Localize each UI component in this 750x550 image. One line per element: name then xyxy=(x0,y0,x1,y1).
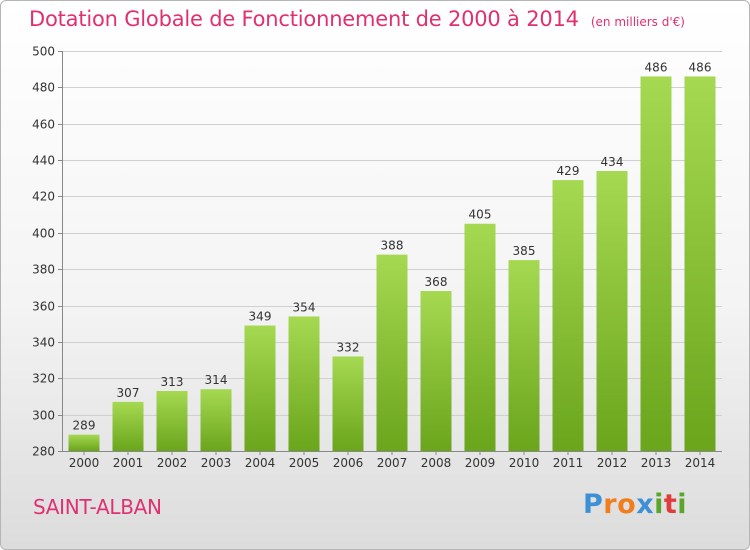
bar-2004 xyxy=(244,325,276,451)
x-tick-label-2005: 2005 xyxy=(289,456,320,470)
bars xyxy=(68,76,716,452)
y-tick-label: 300 xyxy=(32,409,55,423)
x-tick-label-2013: 2013 xyxy=(641,456,672,470)
bar-2010 xyxy=(508,260,540,451)
x-tick-label-2009: 2009 xyxy=(465,456,496,470)
x-tick-label-2012: 2012 xyxy=(597,456,628,470)
chart-unit: (en milliers d'€) xyxy=(590,15,685,29)
bar-2003 xyxy=(200,389,232,451)
value-label-2003: 314 xyxy=(205,373,228,387)
logo-letter: P xyxy=(583,489,604,520)
logo-letter: t xyxy=(663,489,678,520)
x-tick-label-2004: 2004 xyxy=(245,456,276,470)
y-tick-label: 380 xyxy=(32,263,55,277)
logo-letter: i xyxy=(677,489,688,520)
value-label-2007: 388 xyxy=(381,239,404,253)
x-tick-label-2010: 2010 xyxy=(509,456,540,470)
x-tick-labels: 2000 2001 2002 2003 2004 2005 2006 2007 2008 2009… xyxy=(69,451,716,470)
bar-2005 xyxy=(288,316,320,451)
bar-2013 xyxy=(640,76,672,452)
x-tick-label-2001: 2001 xyxy=(113,456,144,470)
x-tick-label-2007: 2007 xyxy=(377,456,408,470)
value-label-2000: 289 xyxy=(73,419,96,433)
x-tick-label-2011: 2011 xyxy=(553,456,584,470)
bar-2002 xyxy=(156,391,188,451)
value-label-2011: 429 xyxy=(557,164,580,178)
x-tick-label-2002: 2002 xyxy=(157,456,188,470)
y-tick-label: 440 xyxy=(32,154,55,168)
x-tick-label-2000: 2000 xyxy=(69,456,100,470)
logo-letter: r xyxy=(603,489,618,520)
bar-2000 xyxy=(68,434,100,451)
x-tick-label-2008: 2008 xyxy=(421,456,452,470)
value-label-2002: 313 xyxy=(161,375,184,389)
value-label-2009: 405 xyxy=(469,208,492,222)
value-label-2004: 349 xyxy=(249,310,272,324)
y-tick-label: 480 xyxy=(32,81,55,95)
bar-2007 xyxy=(376,254,408,451)
bar-2014 xyxy=(684,76,716,452)
bar-2006 xyxy=(332,356,364,451)
value-labels: 289 307 313 314 349 354 332 388 368 405 385 429 434 4… xyxy=(73,60,712,432)
commune-name: SAINT-ALBAN xyxy=(33,495,162,519)
proxiti-logo[interactable]: Proxiti xyxy=(583,489,687,520)
bar-2012 xyxy=(596,171,628,451)
x-tick-label-2006: 2006 xyxy=(333,456,364,470)
bar-2008 xyxy=(420,291,452,451)
y-tick-labels: 280 300 320 340 360 380 400 420 440 460 480 500 xyxy=(32,45,55,459)
value-label-2013: 486 xyxy=(645,60,668,74)
y-tick-label: 320 xyxy=(32,372,55,386)
y-tick-label: 400 xyxy=(32,227,55,241)
logo-letter: x xyxy=(636,489,655,520)
y-tick-label: 280 xyxy=(32,445,55,459)
y-tick-label: 500 xyxy=(32,45,55,59)
value-label-2008: 368 xyxy=(425,275,448,289)
x-tick-label-2003: 2003 xyxy=(201,456,232,470)
x-tick-label-2014: 2014 xyxy=(685,456,716,470)
y-tick-label: 360 xyxy=(32,300,55,314)
bar-2011 xyxy=(552,180,584,451)
logo-letter: i xyxy=(654,489,664,520)
value-label-2005: 354 xyxy=(293,300,316,314)
value-label-2012: 434 xyxy=(601,155,624,169)
value-label-2006: 332 xyxy=(337,340,360,354)
bar-2009 xyxy=(464,223,496,451)
value-label-2010: 385 xyxy=(513,244,536,258)
y-tick-label: 420 xyxy=(32,190,55,204)
bar-2001 xyxy=(112,401,144,451)
value-label-2001: 307 xyxy=(117,386,140,400)
chart-title: Dotation Globale de Fonctionnement de 20… xyxy=(29,7,685,31)
y-tick-label: 340 xyxy=(32,336,55,350)
logo-letter: o xyxy=(617,489,637,520)
y-tick-label: 460 xyxy=(32,118,55,132)
chart-title-text: Dotation Globale de Fonctionnement de 20… xyxy=(29,7,579,31)
value-label-2014: 486 xyxy=(689,60,712,74)
